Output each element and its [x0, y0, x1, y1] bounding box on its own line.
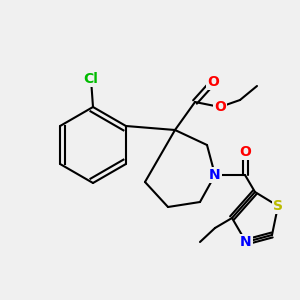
Text: O: O — [239, 145, 251, 159]
Text: O: O — [214, 100, 226, 114]
Text: O: O — [207, 75, 219, 89]
Text: Cl: Cl — [84, 72, 98, 86]
Text: N: N — [209, 168, 221, 182]
Text: S: S — [273, 199, 283, 213]
Text: N: N — [240, 235, 252, 249]
